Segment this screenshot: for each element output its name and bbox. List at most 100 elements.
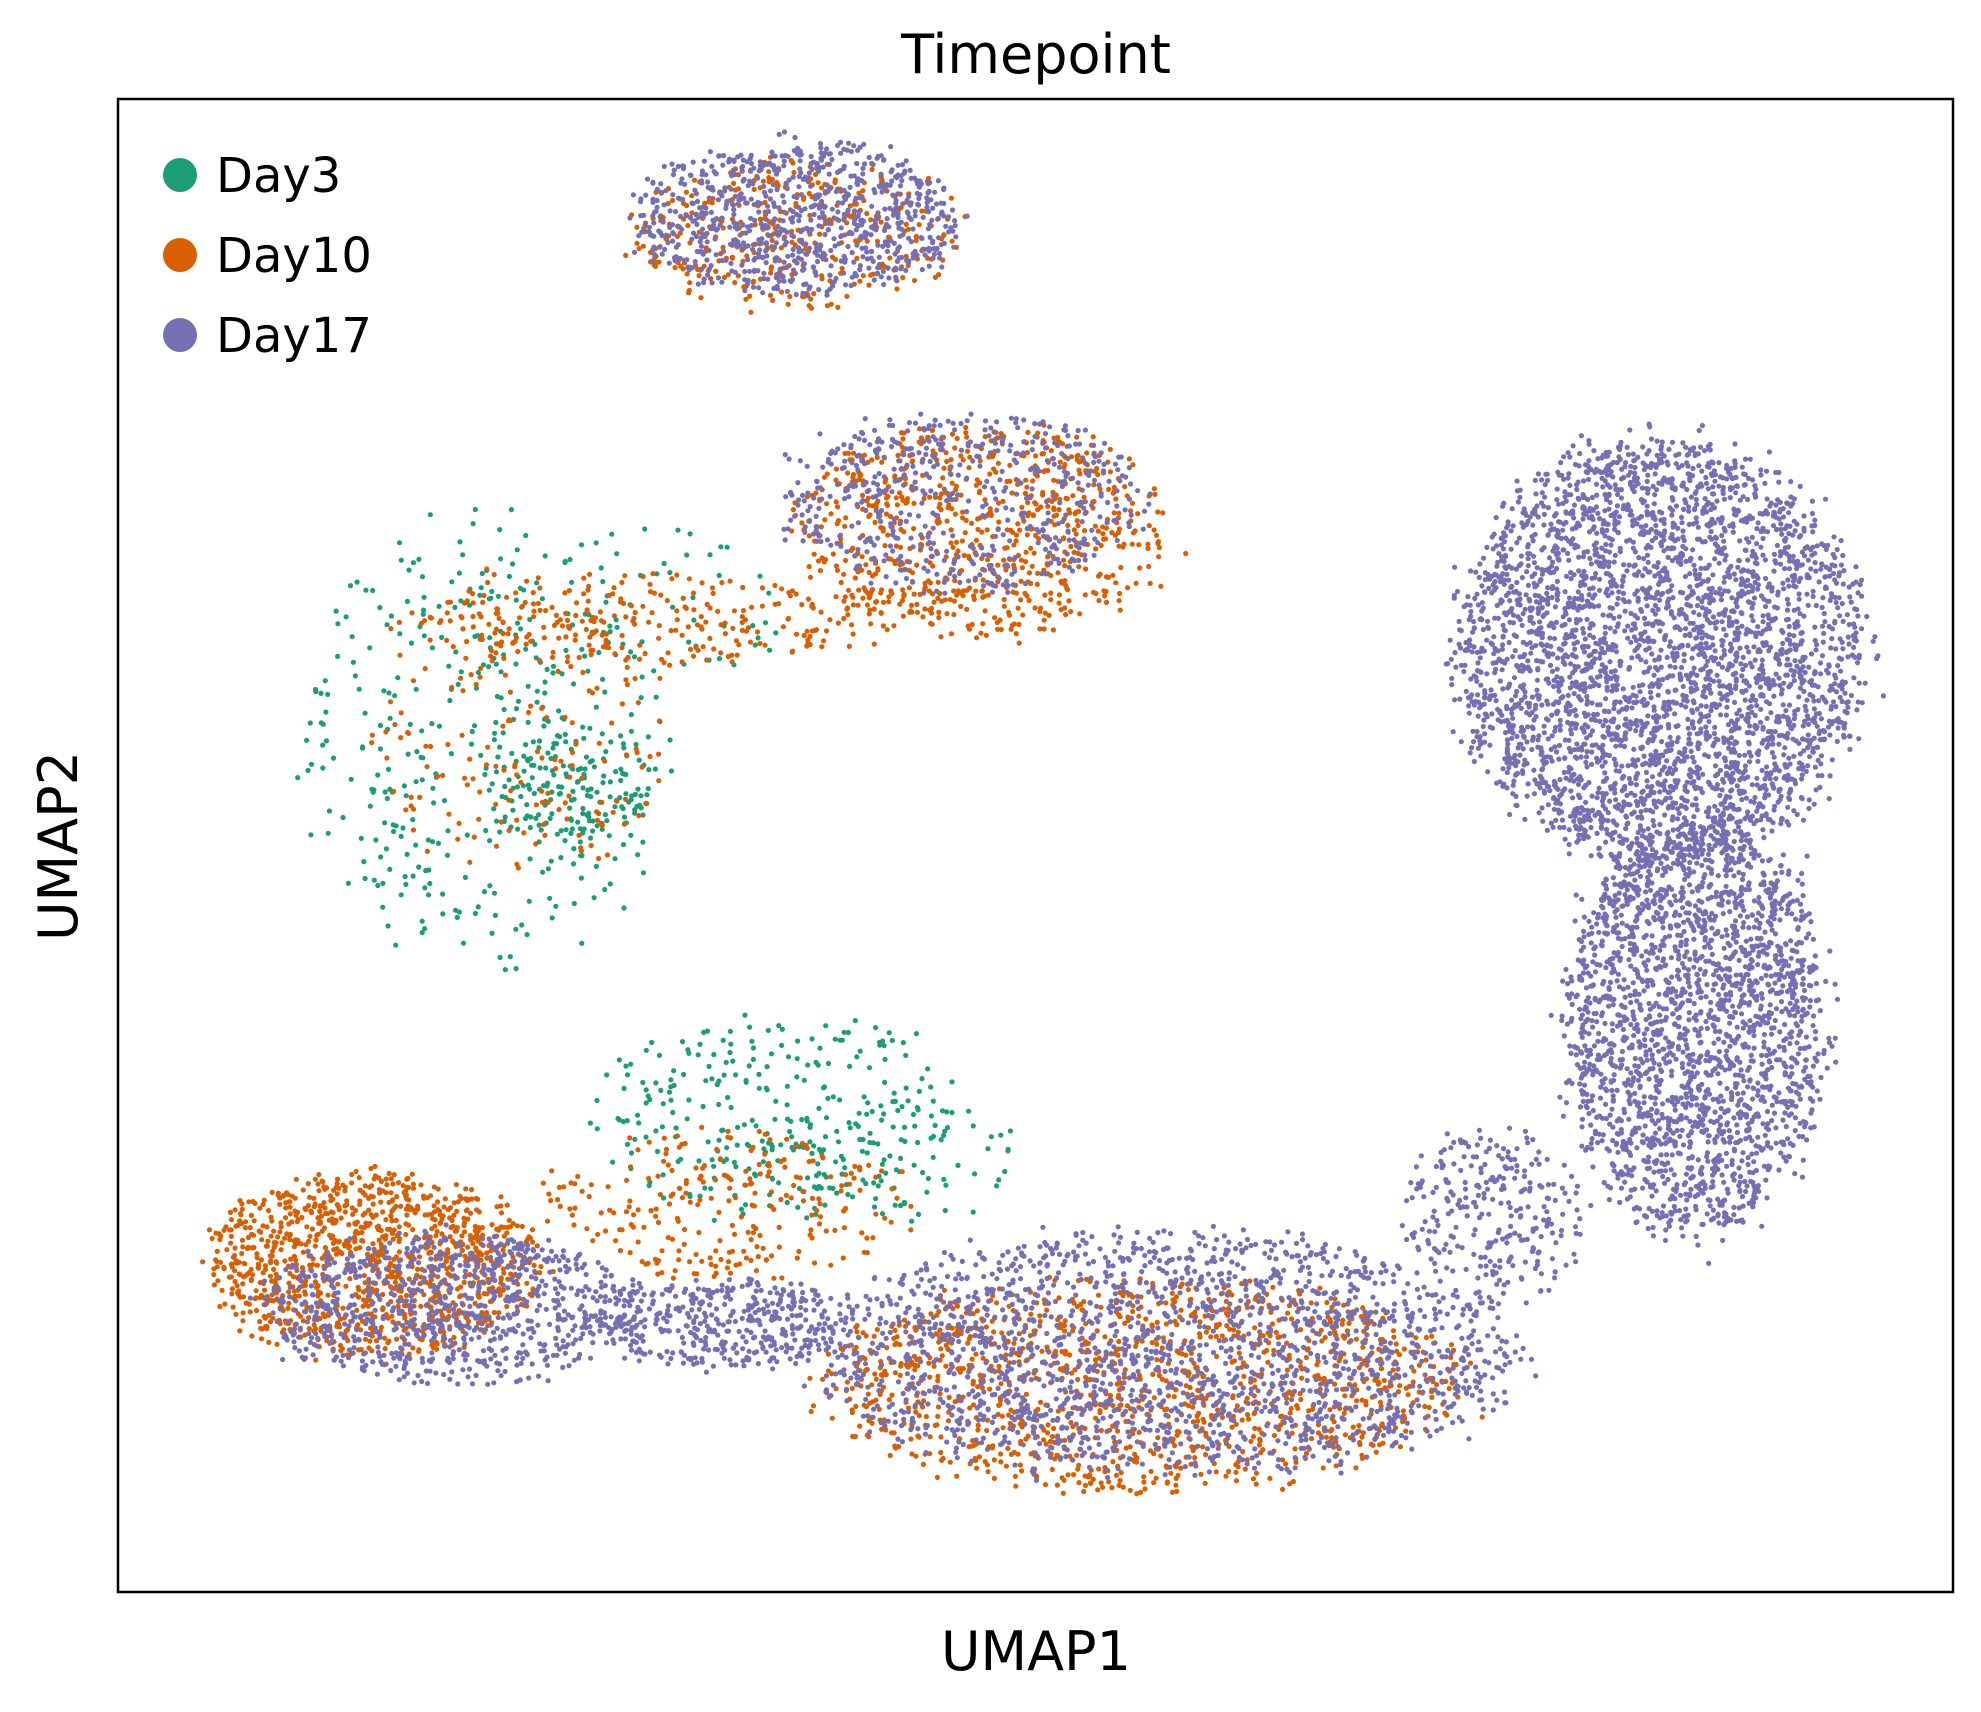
data-point [1203,1329,1209,1335]
data-point [964,606,970,612]
data-point [1173,1321,1180,1327]
data-point [827,1185,833,1191]
data-point [1340,1317,1346,1323]
data-point [215,1278,221,1284]
data-point [495,754,501,760]
data-point [1151,527,1157,533]
data-point [725,1259,732,1265]
data-point [637,642,643,648]
data-point [1137,565,1143,571]
data-point [541,821,547,828]
data-point [898,1202,904,1209]
data-point [1114,1381,1120,1387]
data-point [969,1356,975,1362]
data-point [275,1234,281,1240]
data-point [475,1293,482,1299]
data-point [696,1229,702,1236]
data-point [686,576,693,582]
data-point [232,1207,238,1213]
data-point [366,1345,372,1351]
data-point [1103,574,1109,580]
data-point [404,598,410,605]
data-point [596,855,602,862]
data-point [916,1434,922,1440]
data-point [664,597,670,604]
data-point [586,642,592,648]
data-point [342,1209,348,1215]
data-point [598,820,604,827]
data-point [1187,1384,1193,1391]
data-point [675,1158,681,1165]
data-point [969,520,975,526]
data-point [1043,1441,1049,1447]
data-point [1400,1408,1406,1414]
data-point [349,1205,355,1211]
data-point [524,634,530,640]
data-point [1336,1358,1342,1364]
data-point [873,1196,879,1202]
data-point [515,826,521,832]
data-point [727,1028,734,1034]
data-point [695,1202,701,1208]
data-point [513,661,519,667]
data-point [1250,1476,1257,1482]
data-point [850,631,856,637]
data-point [937,1391,943,1397]
data-point [311,1195,317,1201]
data-point [445,1207,451,1213]
data-point [640,870,647,876]
data-point [569,720,575,726]
data-point [317,1219,323,1225]
data-point [558,758,564,764]
data-point [857,1136,863,1143]
data-point [880,525,886,532]
data-point [1051,507,1057,513]
data-point [524,578,530,584]
data-point [1241,1373,1247,1379]
data-point [494,818,500,824]
data-point [447,1234,453,1240]
data-point [574,779,581,785]
data-point [724,1145,730,1151]
data-point [531,1262,537,1268]
data-point [880,1038,886,1044]
data-point [541,783,547,789]
data-point [1019,504,1025,510]
data-point [724,1265,731,1271]
data-point [323,1210,329,1217]
data-point [536,657,543,664]
data-point [657,675,663,681]
data-point [361,1289,367,1295]
data-point [841,571,847,577]
data-point [977,480,983,486]
data-point [879,459,885,465]
data-point [396,619,402,626]
data-point [1018,597,1024,603]
data-point [776,1023,782,1029]
data-point [431,1184,437,1190]
data-point [307,1233,313,1239]
data-point [222,1301,228,1307]
data-point [820,1085,827,1091]
data-point [680,595,686,601]
data-point [1133,580,1139,586]
data-point [1048,448,1054,454]
data-point [445,1247,451,1253]
data-point [587,759,593,765]
data-point [740,584,746,591]
data-point [436,603,442,610]
data-point [357,1187,363,1193]
data-point [264,1326,270,1332]
data-point [431,800,437,806]
data-point [556,806,562,813]
data-point [390,1197,396,1203]
data-point [1113,496,1119,502]
data-point [938,1434,944,1440]
data-point [441,1204,447,1210]
data-point [406,1276,412,1282]
data-point [850,1194,856,1200]
data-point [1357,1441,1363,1448]
data-point [949,238,955,244]
data-point [755,635,761,641]
data-point [915,1139,921,1146]
